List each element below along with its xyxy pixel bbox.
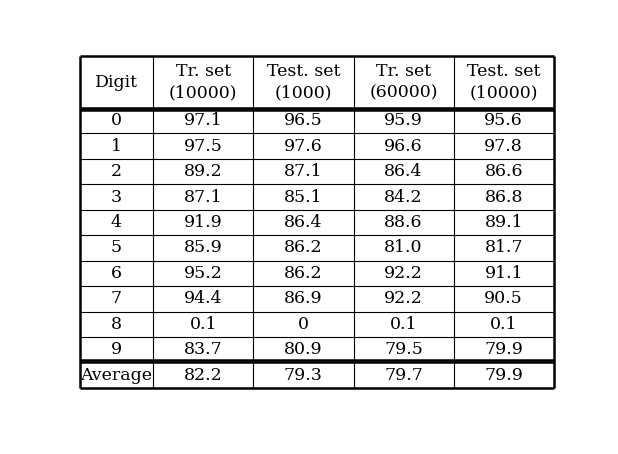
Text: 0: 0 <box>111 112 122 129</box>
Text: 96.6: 96.6 <box>384 138 423 155</box>
Text: 79.9: 79.9 <box>485 341 523 358</box>
Text: 0.1: 0.1 <box>390 316 417 333</box>
Text: Average: Average <box>80 367 153 384</box>
Text: 3: 3 <box>111 188 122 206</box>
Text: 9: 9 <box>111 341 122 358</box>
Text: 89.1: 89.1 <box>485 214 523 231</box>
Text: Tr. set
(10000): Tr. set (10000) <box>169 63 237 101</box>
Text: 90.5: 90.5 <box>485 291 523 307</box>
Text: 2: 2 <box>111 163 122 180</box>
Text: 86.8: 86.8 <box>485 188 523 206</box>
Text: 92.2: 92.2 <box>384 291 423 307</box>
Text: 95.9: 95.9 <box>384 112 423 129</box>
Text: 79.7: 79.7 <box>384 367 423 384</box>
Text: 80.9: 80.9 <box>284 341 323 358</box>
Text: 7: 7 <box>111 291 122 307</box>
Text: 97.5: 97.5 <box>184 138 222 155</box>
Text: 81.7: 81.7 <box>485 239 523 257</box>
Text: 79.5: 79.5 <box>384 341 423 358</box>
Text: 86.6: 86.6 <box>485 163 523 180</box>
Text: 83.7: 83.7 <box>184 341 222 358</box>
Text: 97.8: 97.8 <box>485 138 523 155</box>
Text: 81.0: 81.0 <box>384 239 423 257</box>
Text: 88.6: 88.6 <box>384 214 423 231</box>
Text: 92.2: 92.2 <box>384 265 423 282</box>
Text: 87.1: 87.1 <box>184 188 222 206</box>
Text: 89.2: 89.2 <box>184 163 222 180</box>
Text: 97.1: 97.1 <box>184 112 222 129</box>
Text: 95.6: 95.6 <box>485 112 523 129</box>
Text: 86.2: 86.2 <box>284 265 323 282</box>
Text: 95.2: 95.2 <box>184 265 222 282</box>
Text: 8: 8 <box>111 316 122 333</box>
Text: 79.9: 79.9 <box>485 367 523 384</box>
Text: 91.1: 91.1 <box>485 265 523 282</box>
Text: 5: 5 <box>111 239 122 257</box>
Text: Test. set
(1000): Test. set (1000) <box>267 63 340 101</box>
Text: Digit: Digit <box>95 74 138 91</box>
Text: Tr. set
(60000): Tr. set (60000) <box>370 63 438 101</box>
Text: 87.1: 87.1 <box>284 163 323 180</box>
Text: Test. set
(10000): Test. set (10000) <box>467 63 540 101</box>
Text: 96.5: 96.5 <box>284 112 323 129</box>
Text: 85.1: 85.1 <box>284 188 323 206</box>
Text: 1: 1 <box>111 138 122 155</box>
Text: 97.6: 97.6 <box>284 138 323 155</box>
Text: 86.4: 86.4 <box>284 214 323 231</box>
Text: 4: 4 <box>111 214 122 231</box>
Text: 0.1: 0.1 <box>490 316 517 333</box>
Text: 0.1: 0.1 <box>190 316 217 333</box>
Text: 0: 0 <box>298 316 309 333</box>
Text: 86.4: 86.4 <box>384 163 423 180</box>
Text: 82.2: 82.2 <box>184 367 222 384</box>
Text: 79.3: 79.3 <box>284 367 323 384</box>
Text: 84.2: 84.2 <box>384 188 423 206</box>
Text: 94.4: 94.4 <box>184 291 222 307</box>
Text: 91.9: 91.9 <box>184 214 222 231</box>
Text: 86.2: 86.2 <box>284 239 323 257</box>
Text: 86.9: 86.9 <box>284 291 323 307</box>
Text: 85.9: 85.9 <box>184 239 222 257</box>
Text: 6: 6 <box>111 265 122 282</box>
